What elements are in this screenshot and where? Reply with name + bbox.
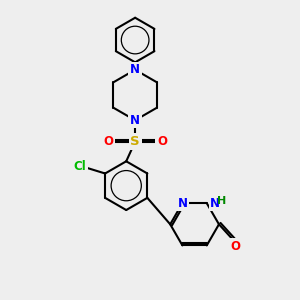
Text: Cl: Cl xyxy=(74,160,86,172)
Text: N: N xyxy=(210,197,220,210)
Text: O: O xyxy=(230,240,240,253)
Text: O: O xyxy=(103,135,113,148)
Text: N: N xyxy=(177,197,188,210)
Text: O: O xyxy=(157,135,167,148)
Text: N: N xyxy=(130,114,140,127)
Text: N: N xyxy=(130,63,140,76)
Text: H: H xyxy=(217,196,226,206)
Text: S: S xyxy=(130,135,140,148)
